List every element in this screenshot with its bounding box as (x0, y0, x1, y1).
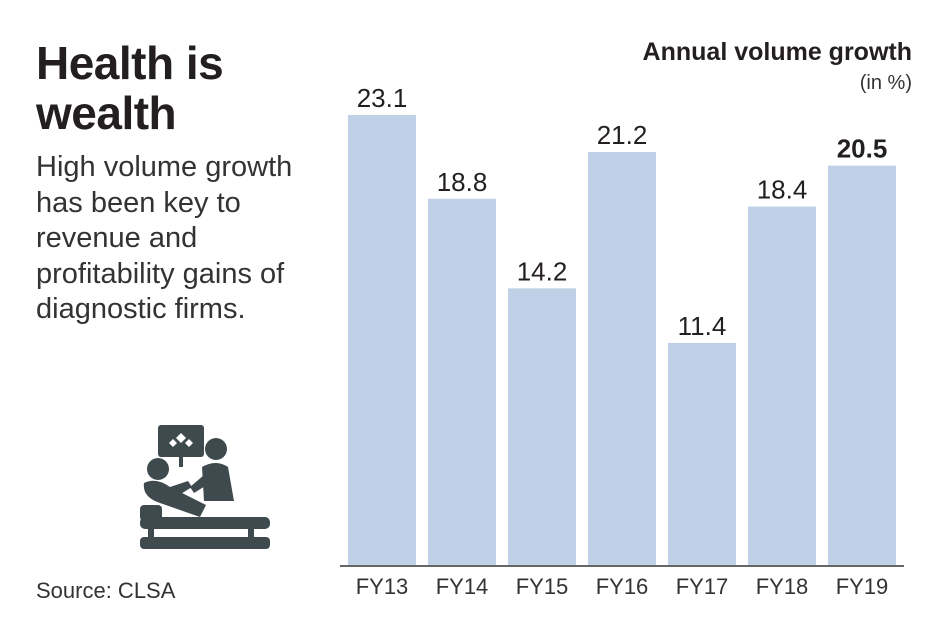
source-note: Source: CLSA (36, 578, 176, 603)
chart-title: Annual volume growth (642, 38, 912, 66)
x-tick-fy19: FY19 (836, 574, 889, 599)
data-label-fy17: 11.4 (678, 311, 727, 341)
subtext: High volume growth has been key to reven… (36, 151, 293, 325)
x-tick-fy14: FY14 (436, 574, 489, 599)
bar-fy18 (748, 206, 816, 565)
data-label-fy13: 23.1 (357, 83, 408, 113)
bar-fy14 (428, 198, 496, 565)
data-label-fy14: 18.8 (437, 167, 488, 197)
data-label-fy18: 18.4 (757, 175, 808, 205)
bar-fy17 (668, 342, 736, 565)
bar-fy15 (508, 288, 576, 565)
headline: Health is wealth (36, 37, 224, 139)
bar-fy16 (588, 152, 656, 565)
x-tick-fy16: FY16 (596, 574, 649, 599)
bar-fy19 (828, 165, 896, 565)
patient-diagnostic-scan-icon (130, 425, 270, 562)
chart-unit: (in %) (859, 72, 912, 94)
data-label-fy19: 20.5 (837, 134, 888, 164)
x-tick-fy15: FY15 (516, 574, 569, 599)
x-tick-fy13: FY13 (356, 574, 409, 599)
data-label-fy15: 14.2 (517, 256, 568, 286)
x-tick-fy18: FY18 (756, 574, 809, 599)
x-tick-fy17: FY17 (676, 574, 729, 599)
data-label-fy16: 21.2 (597, 120, 648, 150)
bar-fy13 (348, 115, 416, 565)
